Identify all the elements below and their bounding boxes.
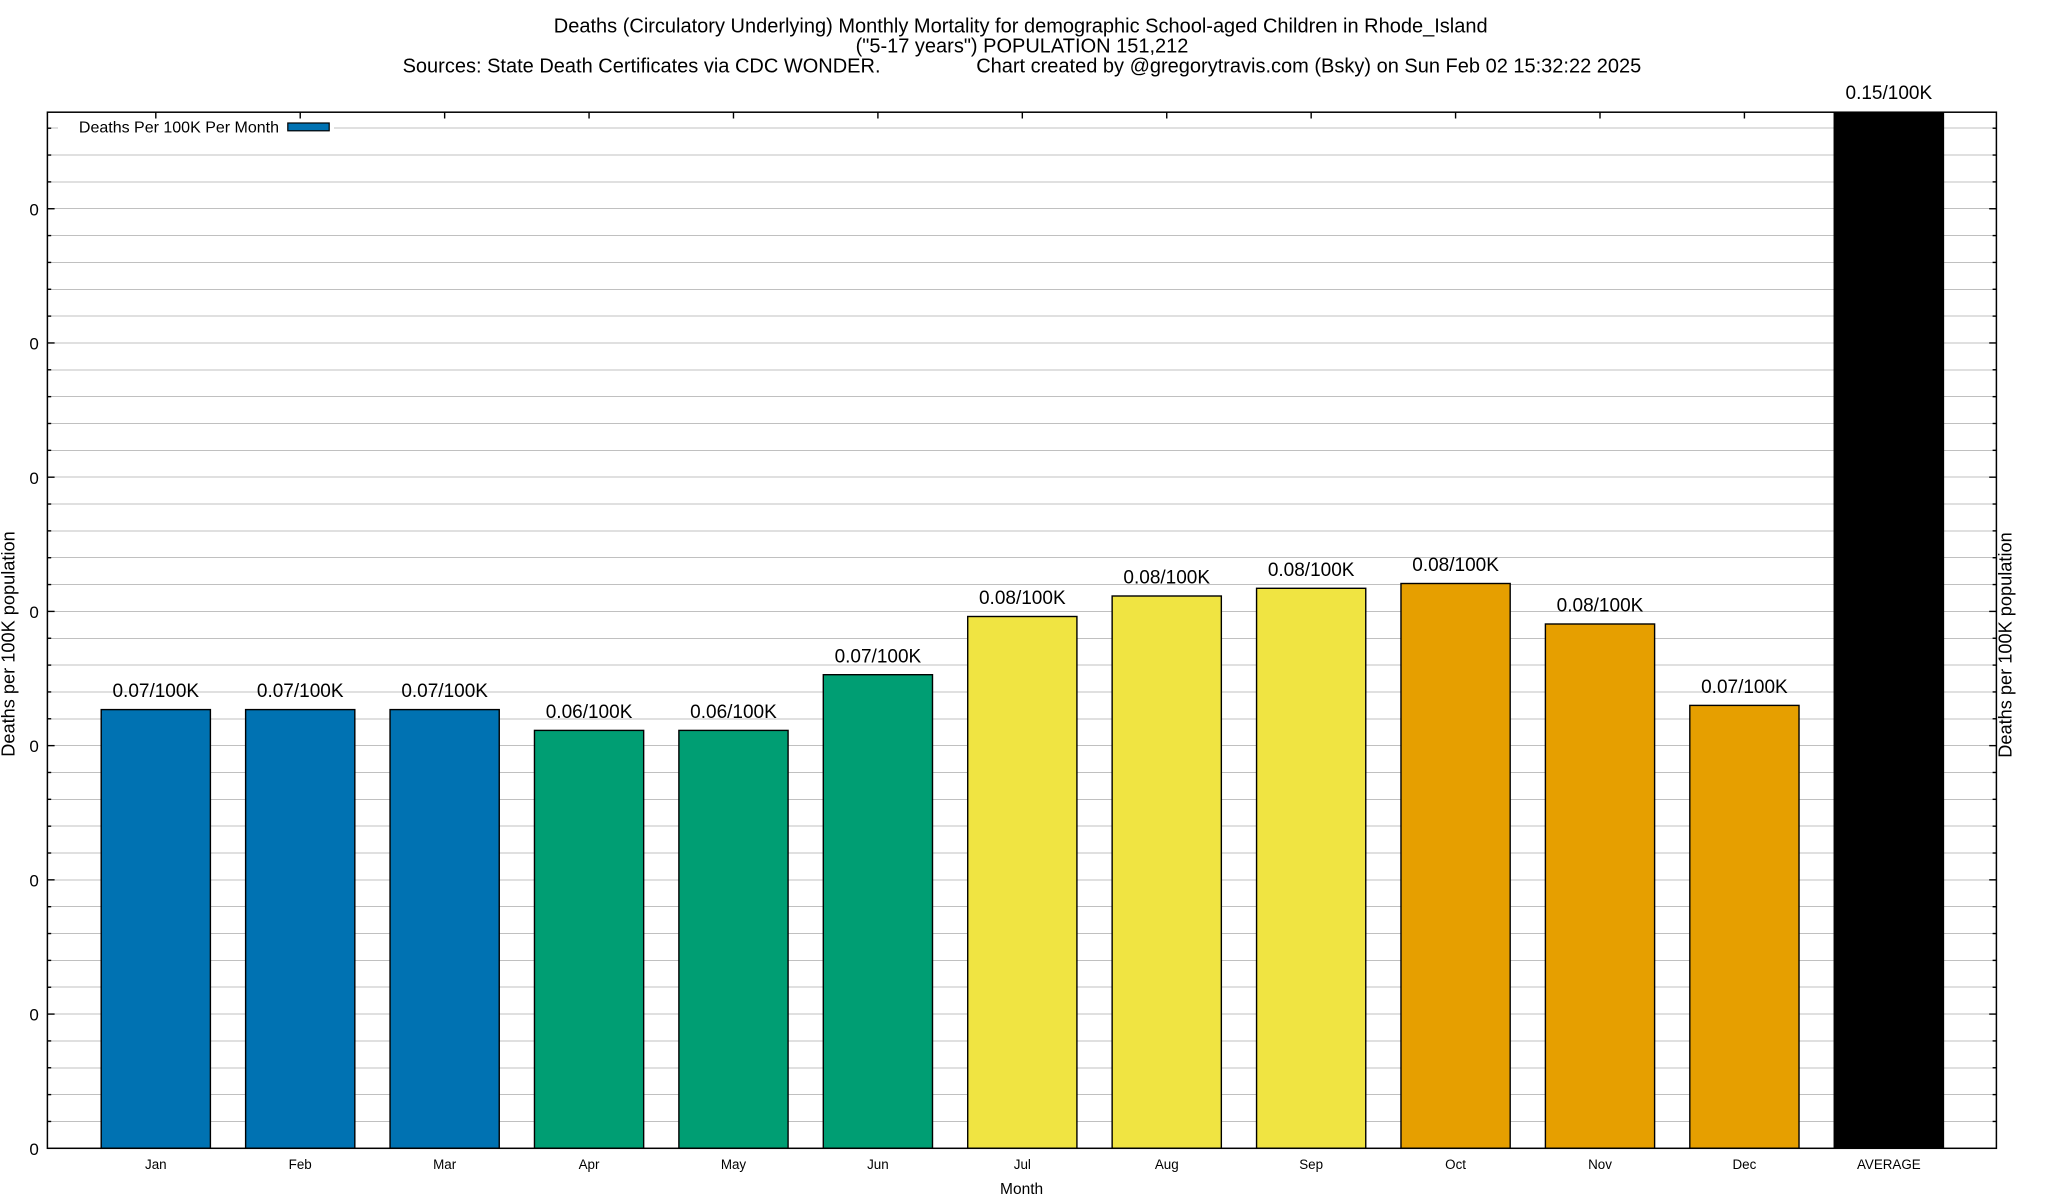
svg-text:("5-17 years") POPULATION 151,: ("5-17 years") POPULATION 151,212 [856,35,1189,57]
svg-text:AVERAGE: AVERAGE [1857,1157,1921,1172]
svg-text:Mar: Mar [433,1157,457,1172]
svg-text:0.08/100K: 0.08/100K [979,588,1066,609]
svg-text:May: May [721,1157,747,1172]
svg-text:0.07/100K: 0.07/100K [835,646,922,667]
svg-text:Sep: Sep [1299,1157,1323,1172]
svg-text:0.08/100K: 0.08/100K [1123,568,1210,589]
svg-text:0.07/100K: 0.07/100K [257,681,344,702]
svg-text:Oct: Oct [1445,1157,1466,1172]
svg-text:Aug: Aug [1155,1157,1179,1172]
svg-text:0: 0 [29,1006,38,1025]
svg-text:0.06/100K: 0.06/100K [690,702,777,723]
svg-text:Jun: Jun [867,1157,889,1172]
svg-text:Jul: Jul [1014,1157,1031,1172]
svg-text:0: 0 [29,469,38,488]
svg-text:0.15/100K: 0.15/100K [1846,83,1933,104]
svg-text:0: 0 [29,871,38,890]
svg-text:Month: Month [1000,1181,1043,1198]
svg-text:0: 0 [29,1140,38,1159]
svg-text:0.08/100K: 0.08/100K [1412,555,1499,576]
svg-text:Feb: Feb [289,1157,312,1172]
svg-text:Dec: Dec [1733,1157,1757,1172]
svg-text:0: 0 [29,200,38,219]
svg-text:Deaths per 100K population: Deaths per 100K population [1996,532,2016,758]
svg-text:Deaths Per 100K Per Month: Deaths Per 100K Per Month [79,120,279,137]
svg-text:0.07/100K: 0.07/100K [1701,677,1788,698]
svg-text:Deaths (Circulatory Underlying: Deaths (Circulatory Underlying) Monthly … [554,15,1488,37]
svg-text:0.07/100K: 0.07/100K [112,681,199,702]
svg-text:Nov: Nov [1588,1157,1612,1172]
svg-text:Apr: Apr [579,1157,600,1172]
svg-text:Deaths per 100K population: Deaths per 100K population [0,531,19,757]
svg-text:0.08/100K: 0.08/100K [1268,560,1355,581]
svg-text:0.06/100K: 0.06/100K [546,702,633,723]
svg-text:0.08/100K: 0.08/100K [1557,596,1644,617]
svg-text:Jan: Jan [145,1157,167,1172]
svg-text:0: 0 [29,737,38,756]
svg-text:Sources: State Death Certifica: Sources: State Death Certificates via CD… [403,56,881,78]
svg-text:0.07/100K: 0.07/100K [401,681,488,702]
svg-text:Chart created by @gregorytravi: Chart created by @gregorytravis.com (Bsk… [976,56,1641,78]
svg-text:0: 0 [29,335,38,354]
svg-text:0: 0 [29,603,38,622]
